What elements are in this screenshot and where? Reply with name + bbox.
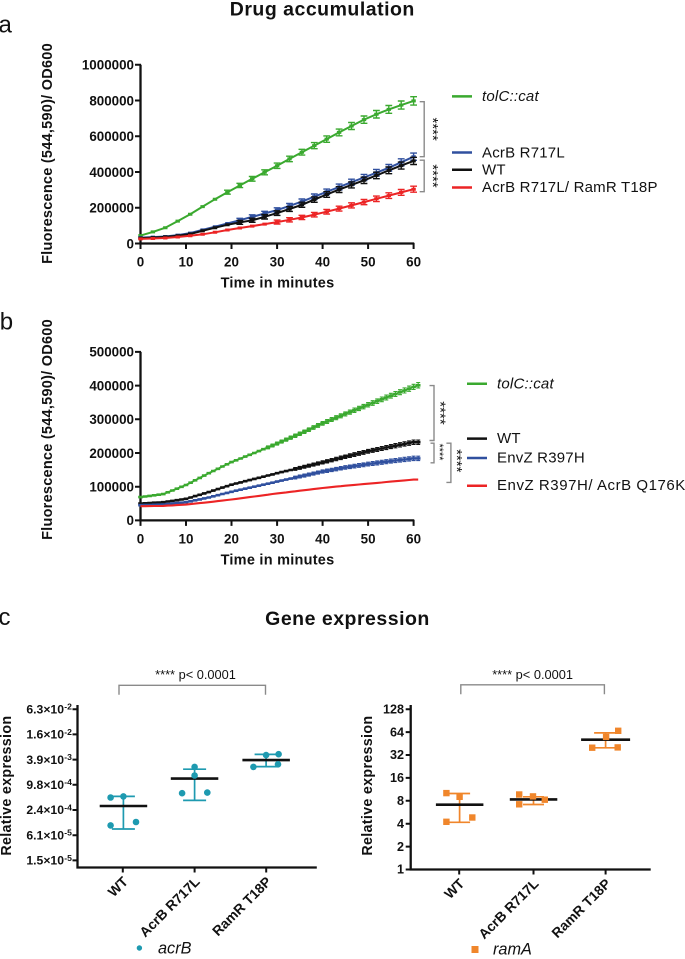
svg-text:200000: 200000 xyxy=(89,201,134,216)
svg-text:0: 0 xyxy=(127,236,134,251)
svg-text:****: **** xyxy=(424,118,441,142)
svg-text:50: 50 xyxy=(361,255,376,270)
svg-text:1.5×10: 1.5×10 xyxy=(26,854,64,868)
svg-text:400000: 400000 xyxy=(89,165,134,180)
svg-text:2: 2 xyxy=(397,840,404,854)
svg-text:acrB: acrB xyxy=(158,940,192,958)
svg-text:Time in minutes: Time in minutes xyxy=(221,276,335,292)
svg-text:**** p< 0.0001: **** p< 0.0001 xyxy=(155,667,236,682)
svg-text:1000000: 1000000 xyxy=(82,58,134,73)
svg-text:tolC::cat: tolC::cat xyxy=(482,88,539,105)
svg-text:EnvZ R397H/ AcrB Q176K: EnvZ R397H/ AcrB Q176K xyxy=(497,477,685,494)
svg-text:Relative expression: Relative expression xyxy=(0,716,15,856)
svg-text:0: 0 xyxy=(137,532,144,547)
svg-text:Time in minutes: Time in minutes xyxy=(221,553,335,569)
svg-text:WT: WT xyxy=(497,430,521,447)
svg-text:8: 8 xyxy=(397,794,404,808)
svg-text:-5: -5 xyxy=(64,853,72,863)
svg-text:Fluorescence (544,590)/ OD600: Fluorescence (544,590)/ OD600 xyxy=(40,43,56,264)
svg-text:200000: 200000 xyxy=(89,446,134,461)
svg-text:30: 30 xyxy=(270,255,285,270)
svg-text:****: **** xyxy=(432,401,449,425)
svg-text:128: 128 xyxy=(383,702,404,716)
svg-text:1.6×10: 1.6×10 xyxy=(26,728,64,742)
svg-text:30: 30 xyxy=(270,532,285,547)
svg-text:6.1×10: 6.1×10 xyxy=(26,828,64,842)
svg-text:Fluorescence (544,590)/ OD600: Fluorescence (544,590)/ OD600 xyxy=(40,319,56,540)
svg-text:64: 64 xyxy=(390,725,404,739)
svg-text:20: 20 xyxy=(224,532,239,547)
svg-text:60: 60 xyxy=(406,255,421,270)
svg-text:100000: 100000 xyxy=(89,480,134,495)
svg-text:Gene expression: Gene expression xyxy=(265,608,430,630)
svg-text:-3: -3 xyxy=(64,752,72,762)
svg-text:-2: -2 xyxy=(64,702,72,712)
svg-text:****: **** xyxy=(424,164,441,188)
svg-text:c: c xyxy=(0,604,11,631)
svg-text:300000: 300000 xyxy=(89,412,134,427)
svg-text:ramA: ramA xyxy=(493,941,532,959)
svg-text:9.8×10: 9.8×10 xyxy=(26,778,64,792)
svg-text:6.3×10: 6.3×10 xyxy=(26,702,64,716)
svg-text:0: 0 xyxy=(127,513,134,528)
svg-text:AcrB R717L: AcrB R717L xyxy=(482,144,565,161)
svg-text:AcrB R717L/ RamR T18P: AcrB R717L/ RamR T18P xyxy=(482,179,658,196)
svg-text:a: a xyxy=(0,11,13,38)
svg-text:2.4×10: 2.4×10 xyxy=(26,803,64,817)
svg-text:50: 50 xyxy=(361,532,376,547)
svg-text:400000: 400000 xyxy=(89,378,134,393)
svg-text:0: 0 xyxy=(137,255,144,270)
svg-text:40: 40 xyxy=(315,532,330,547)
svg-text:600000: 600000 xyxy=(89,129,134,144)
svg-text:4: 4 xyxy=(397,817,404,831)
svg-text:3.9×10: 3.9×10 xyxy=(26,753,64,767)
svg-text:800000: 800000 xyxy=(89,93,134,108)
svg-text:EnvZ R397H: EnvZ R397H xyxy=(497,449,585,466)
svg-text:32: 32 xyxy=(390,748,404,762)
svg-text:1: 1 xyxy=(397,863,404,877)
svg-text:40: 40 xyxy=(315,255,330,270)
svg-text:16: 16 xyxy=(390,771,404,785)
svg-text:60: 60 xyxy=(406,532,421,547)
svg-text:-2: -2 xyxy=(64,727,72,737)
svg-text:10: 10 xyxy=(179,255,194,270)
svg-text:****: **** xyxy=(433,444,445,462)
svg-text:-4: -4 xyxy=(64,802,72,812)
svg-text:**** p< 0.0001: **** p< 0.0001 xyxy=(492,667,573,682)
svg-text:WT: WT xyxy=(482,162,506,179)
svg-text:tolC::cat: tolC::cat xyxy=(497,375,554,392)
svg-text:-5: -5 xyxy=(64,828,72,838)
svg-text:10: 10 xyxy=(179,532,194,547)
svg-text:Relative expression: Relative expression xyxy=(360,716,376,856)
svg-text:500000: 500000 xyxy=(89,345,134,360)
svg-text:20: 20 xyxy=(224,255,239,270)
svg-text:-4: -4 xyxy=(64,777,72,787)
svg-text:Drug accumulation: Drug accumulation xyxy=(230,0,415,21)
svg-text:****: **** xyxy=(448,449,465,473)
svg-text:b: b xyxy=(0,308,13,335)
